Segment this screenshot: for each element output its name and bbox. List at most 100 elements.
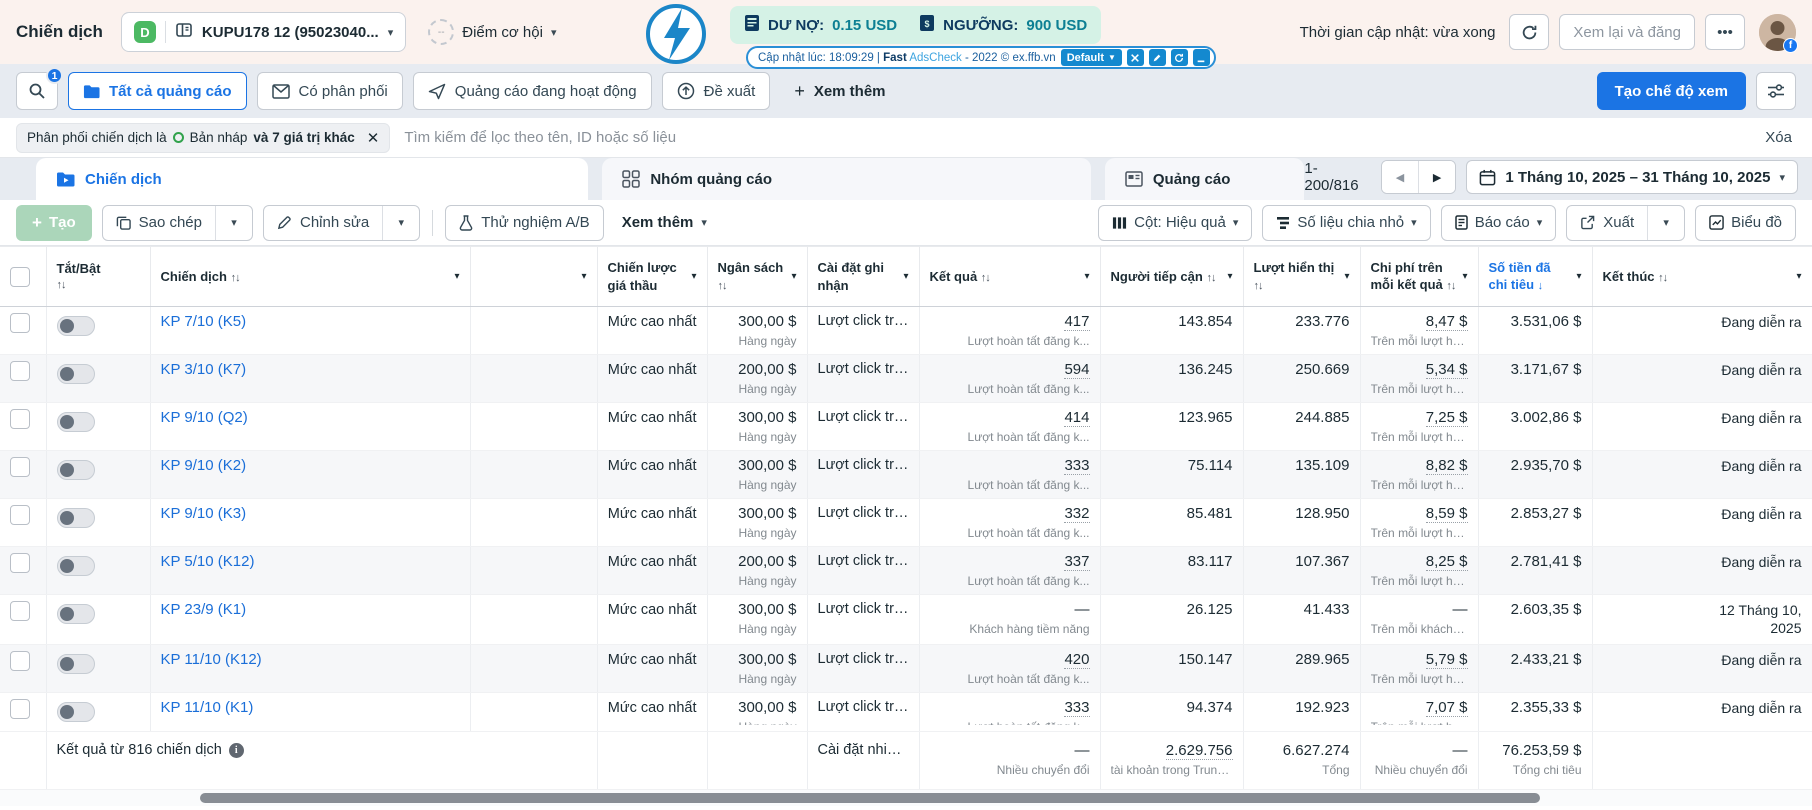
ext-resize-button[interactable] bbox=[1126, 49, 1144, 66]
ext-edit-button[interactable] bbox=[1148, 49, 1166, 66]
col-header-impressions[interactable]: Lượt hiển thị ↑↓ ▾ bbox=[1253, 259, 1350, 293]
ext-refresh-button[interactable] bbox=[1170, 49, 1188, 66]
account-selector[interactable]: D KUPU178 12 (95023040... ▾ bbox=[120, 12, 407, 52]
col-header-campaign[interactable]: Chiến dịch ↑↓ ▾ bbox=[160, 268, 460, 284]
campaign-link[interactable]: KP 23/9 (K1) bbox=[160, 601, 247, 618]
tab-ads[interactable]: Quảng cáo bbox=[1104, 158, 1305, 200]
campaign-link[interactable]: KP 11/10 (K12) bbox=[160, 651, 262, 669]
col-header-bid-strategy[interactable]: Chiến lược giá thầu ▾ bbox=[607, 259, 697, 293]
col-header-attribution[interactable]: Cài đặt ghi nhận ▾ bbox=[817, 259, 909, 293]
refresh-button[interactable] bbox=[1509, 14, 1550, 50]
opportunity-score[interactable]: -- Điểm cơ hội ▾ bbox=[428, 19, 556, 45]
duplicate-button[interactable]: Sao chép bbox=[103, 205, 216, 240]
campaign-toggle[interactable] bbox=[56, 702, 95, 723]
export-dropdown[interactable]: ▾ bbox=[1663, 217, 1669, 229]
filter-chip-recommendations[interactable]: Đề xuất bbox=[661, 72, 771, 110]
campaign-toggle[interactable] bbox=[56, 364, 95, 384]
campaign-toggle[interactable] bbox=[56, 316, 95, 336]
row-checkbox[interactable] bbox=[10, 601, 30, 621]
more-options-button[interactable]: ••• bbox=[1705, 14, 1745, 50]
reach-value: 75.114 bbox=[1187, 457, 1233, 474]
campaign-link[interactable]: KP 5/10 (K12) bbox=[160, 553, 255, 570]
horizontal-scrollbar-thumb[interactable] bbox=[200, 793, 1540, 804]
filter-chip-all-ads[interactable]: Tất cả quảng cáo bbox=[68, 72, 247, 110]
info-icon[interactable]: i bbox=[228, 742, 244, 758]
search-button[interactable]: 1 bbox=[16, 67, 63, 110]
cost-per-result-type: Trên mỗi lượt hoàn tấ... bbox=[1370, 526, 1468, 540]
col-header-ends[interactable]: Kết thúc ↑↓ ▾ bbox=[1602, 268, 1802, 284]
row-checkbox[interactable] bbox=[10, 699, 30, 720]
attribution-setting: Lượt click tro... bbox=[817, 699, 909, 716]
col-header-budget[interactable]: Ngân sách ↑↓ ▾ bbox=[717, 259, 797, 293]
edit-button[interactable]: Chỉnh sửa bbox=[264, 205, 384, 240]
export-button[interactable]: Xuất bbox=[1567, 205, 1649, 240]
previous-page-button[interactable]: ◀ bbox=[1382, 161, 1419, 193]
col-header-reach[interactable]: Người tiếp cận ↑↓ ▾ bbox=[1110, 268, 1233, 284]
profile-avatar[interactable]: f bbox=[1759, 13, 1798, 53]
row-checkbox[interactable] bbox=[10, 553, 30, 573]
row-checkbox[interactable] bbox=[10, 409, 30, 429]
edit-dropdown[interactable]: ▾ bbox=[398, 217, 405, 229]
filter-chip-active-ads[interactable]: Quảng cáo đang hoạt động bbox=[412, 72, 652, 110]
chevron-down-icon: ▾ bbox=[581, 271, 587, 282]
applied-filter-pill[interactable]: Phân phối chiến dịch là Bản nháp và 7 gi… bbox=[16, 122, 391, 153]
next-page-button[interactable]: ▶ bbox=[1418, 161, 1456, 193]
create-button[interactable]: + Tạo bbox=[16, 204, 92, 241]
row-checkbox[interactable] bbox=[10, 505, 30, 525]
campaign-toggle[interactable] bbox=[56, 412, 95, 432]
remove-filter-icon[interactable]: ✕ bbox=[366, 129, 380, 147]
campaign-link[interactable]: KP 7/10 (K5) bbox=[160, 313, 247, 330]
ext-minimize-button[interactable] bbox=[1192, 49, 1210, 66]
impressions-value: 289.965 bbox=[1295, 651, 1350, 669]
budget-value: 200,00 $ bbox=[738, 361, 797, 378]
table-row: KP 9/10 (Q2) Mức cao nhất 300,00 $ Hàng n… bbox=[0, 402, 1812, 451]
threshold-label: NGƯỠNG: bbox=[943, 16, 1019, 34]
row-checkbox[interactable] bbox=[10, 313, 30, 333]
see-more-filters-button[interactable]: + Xem thêm bbox=[794, 80, 886, 101]
clear-filters-button[interactable]: Xóa bbox=[1765, 129, 1792, 146]
cost-per-result-type: Trên mỗi khách hàng t... bbox=[1370, 622, 1468, 636]
row-checkbox[interactable] bbox=[10, 651, 30, 672]
col-header-on-off[interactable]: Tắt/Bật ↑↓ bbox=[56, 261, 101, 291]
more-actions-button[interactable]: Xem thêm ▾ bbox=[621, 214, 707, 231]
breakdown-button[interactable]: Số liệu chia nhỏ ▾ bbox=[1262, 204, 1431, 241]
charts-button[interactable]: Biểu đồ bbox=[1695, 204, 1796, 241]
campaign-link[interactable]: KP 9/10 (K2) bbox=[160, 457, 247, 474]
create-view-button[interactable]: Tạo chế độ xem bbox=[1596, 72, 1746, 110]
col-header-blank[interactable]: ▾ bbox=[481, 271, 587, 282]
campaign-toggle[interactable] bbox=[56, 654, 95, 675]
select-all-checkbox[interactable] bbox=[10, 266, 30, 287]
review-publish-button[interactable]: Xem lại và đăng bbox=[1559, 14, 1695, 50]
campaign-toggle[interactable] bbox=[56, 556, 95, 576]
search-input[interactable] bbox=[404, 129, 1752, 146]
duplicate-dropdown[interactable]: ▾ bbox=[231, 217, 237, 229]
cost-per-result-value: 8,82 $ bbox=[1425, 457, 1468, 475]
campaign-link[interactable]: KP 11/10 (K1) bbox=[160, 699, 254, 717]
attribution-setting: Lượt click tro... bbox=[817, 409, 909, 425]
col-header-amount-spent[interactable]: Số tiền đã chi tiêu ↓ ▾ bbox=[1488, 259, 1582, 293]
ext-profile-select[interactable]: Default ▼ bbox=[1060, 49, 1122, 66]
delivery-icon bbox=[271, 83, 290, 99]
col-header-cost-per-result[interactable]: Chi phí trên mỗi kết quả ↑↓ ▾ bbox=[1370, 259, 1468, 293]
impressions-value: 41.433 bbox=[1303, 601, 1350, 618]
tab-campaigns[interactable]: Chiến dịch bbox=[36, 158, 589, 200]
campaign-link[interactable]: KP 9/10 (K3) bbox=[160, 505, 247, 522]
ab-test-button[interactable]: Thử nghiệm A/B bbox=[446, 206, 602, 240]
filter-chip-had-delivery[interactable]: Có phân phối bbox=[256, 72, 403, 110]
reports-button[interactable]: Báo cáo ▾ bbox=[1440, 204, 1557, 241]
campaign-link[interactable]: KP 3/10 (K7) bbox=[160, 361, 247, 378]
campaign-toggle[interactable] bbox=[56, 508, 95, 528]
update-status: Thời gian cập nhật: vừa xong bbox=[1299, 23, 1496, 41]
row-checkbox[interactable] bbox=[10, 457, 30, 477]
row-checkbox[interactable] bbox=[10, 361, 30, 381]
campaign-toggle[interactable] bbox=[56, 604, 95, 624]
campaign-link[interactable]: KP 9/10 (Q2) bbox=[160, 409, 248, 426]
result-type: Lượt hoàn tất đăng k... bbox=[967, 382, 1090, 396]
tab-ad-sets[interactable]: Nhóm quảng cáo bbox=[602, 158, 1091, 200]
view-settings-button[interactable] bbox=[1756, 72, 1796, 110]
result-value: 414 bbox=[1064, 409, 1090, 427]
date-range-picker[interactable]: 1 Tháng 10, 2025 – 31 Tháng 10, 2025 ▾ bbox=[1466, 160, 1799, 194]
columns-button[interactable]: Cột: Hiệu quả ▾ bbox=[1098, 204, 1253, 241]
campaign-toggle[interactable] bbox=[56, 460, 95, 480]
col-header-results[interactable]: Kết quả ↑↓ ▾ bbox=[929, 268, 1090, 284]
